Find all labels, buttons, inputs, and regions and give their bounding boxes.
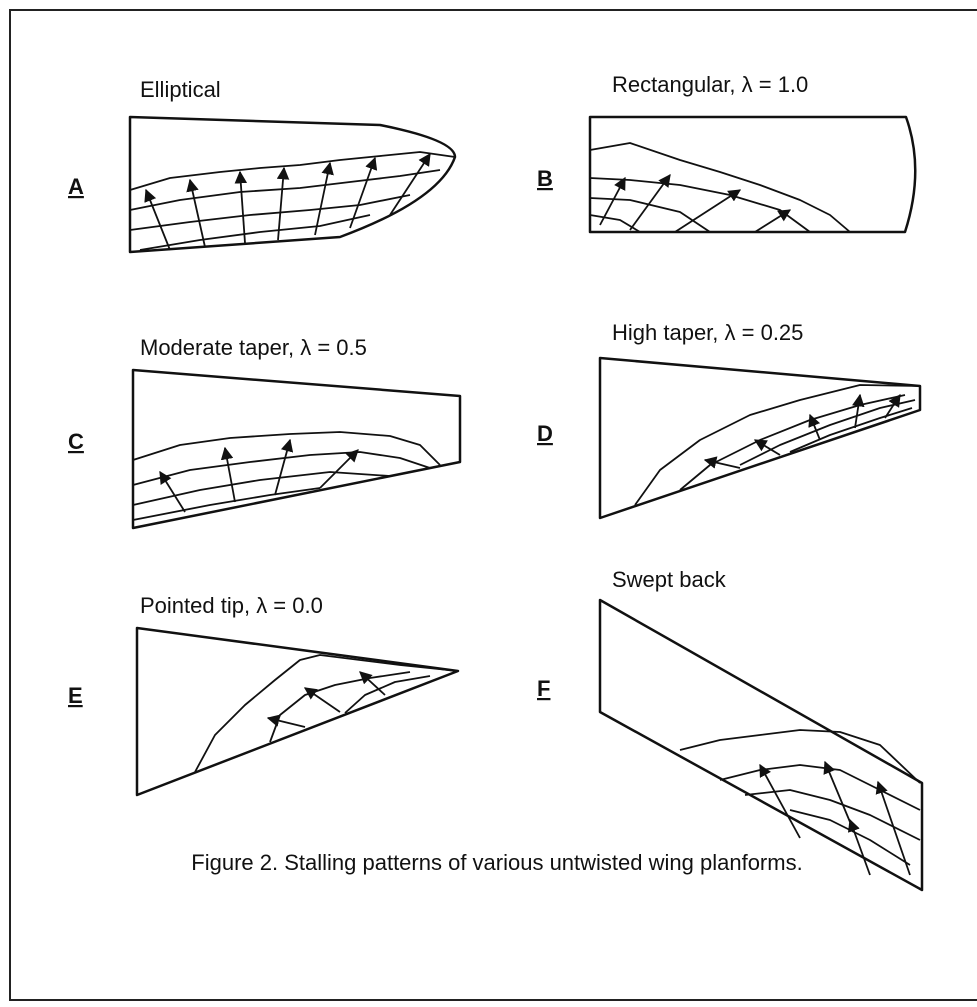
panel-title: Elliptical	[140, 77, 221, 102]
panel-letter: C	[68, 429, 84, 454]
panel-letter: B	[537, 166, 553, 191]
panel-title: Pointed tip, λ = 0.0	[140, 593, 323, 618]
panel-title: Moderate taper, λ = 0.5	[140, 335, 367, 360]
panel-letter: F	[537, 676, 550, 701]
frame	[9, 9, 977, 1001]
wing-e	[135, 626, 460, 797]
wing-f	[598, 598, 924, 892]
panel-title: Rectangular, λ = 1.0	[612, 72, 808, 97]
wing-a	[128, 115, 457, 254]
panel-title: Swept back	[612, 567, 727, 592]
panel-title: High taper, λ = 0.25	[612, 320, 803, 345]
panel-letter: D	[537, 421, 553, 446]
panel-letter: A	[68, 174, 84, 199]
caption: Figure 2. Stalling patterns of various u…	[191, 850, 802, 875]
wing-b	[588, 115, 917, 234]
wing-d	[598, 356, 922, 520]
panel-letter: E	[68, 683, 83, 708]
wing-c	[131, 368, 462, 530]
